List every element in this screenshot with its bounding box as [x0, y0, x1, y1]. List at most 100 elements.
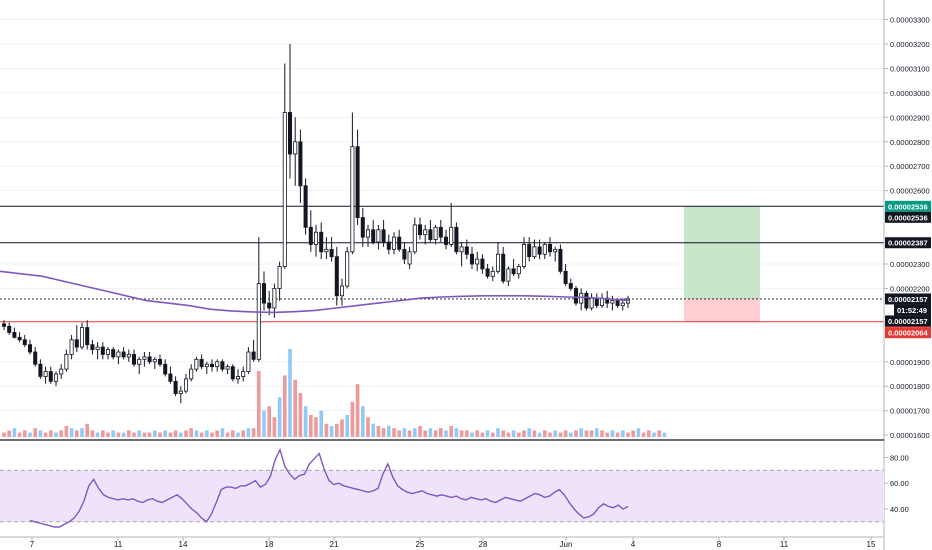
candle	[464, 239, 469, 260]
volume-bar	[475, 430, 480, 437]
volume-bar	[579, 428, 584, 437]
volume-bar	[7, 430, 12, 437]
volume-bar	[553, 430, 558, 437]
candle	[386, 234, 391, 255]
volume-bar	[350, 401, 355, 437]
volume-bar	[194, 430, 199, 437]
volume-bar	[303, 406, 308, 437]
time-axis-label: 21	[330, 540, 339, 549]
candle	[303, 178, 308, 235]
volume-bar	[610, 430, 615, 437]
volume-bar	[418, 426, 422, 437]
candle	[79, 322, 85, 350]
candle	[142, 352, 147, 367]
price-tag-secondary-value: 0.00002064	[888, 329, 928, 338]
volume-bar	[459, 430, 464, 437]
volume-bar	[324, 423, 329, 437]
horizontal-price-lines[interactable]	[0, 205, 884, 323]
price-axis-label: 0.00003200	[890, 40, 930, 49]
volume-bar	[542, 430, 547, 437]
price-tag-secondary: 0.00002064	[885, 327, 931, 339]
volume-bar	[501, 430, 506, 437]
candle	[22, 334, 27, 348]
long-position-tool[interactable]	[684, 206, 760, 322]
candle	[293, 117, 298, 186]
candle	[235, 369, 241, 384]
candle	[573, 286, 579, 306]
volume-bar	[397, 430, 402, 437]
profit-zone[interactable]	[684, 206, 760, 299]
volume-bar	[574, 430, 578, 437]
rsi-pane[interactable]: 80.00 60.00 40.00	[0, 447, 909, 528]
candle	[230, 364, 235, 382]
volume-bar	[215, 430, 220, 437]
candle	[360, 207, 365, 247]
volume-bar	[95, 432, 100, 437]
price-tag-value: 0.00002157	[888, 295, 928, 304]
candle	[490, 266, 495, 282]
volume-bar	[511, 430, 516, 437]
price-axis-label: 0.00002200	[890, 284, 930, 293]
volume-bar	[568, 432, 573, 437]
candle	[345, 246, 350, 289]
volume-bar	[423, 430, 428, 437]
volume-bar	[381, 428, 386, 437]
candle	[116, 349, 121, 365]
candle	[131, 349, 137, 367]
volume-bar	[272, 417, 277, 437]
volume-bar	[288, 349, 292, 437]
volume-bar	[366, 417, 370, 437]
candle	[183, 374, 189, 394]
candle	[168, 366, 173, 384]
volume-bar	[246, 428, 251, 437]
volume-bar	[220, 428, 225, 437]
candle	[527, 237, 532, 262]
candle	[121, 347, 126, 360]
candle	[579, 288, 584, 311]
volume-bar	[496, 428, 500, 437]
volume-bar	[111, 430, 116, 437]
price-axis-label: 0.00002700	[890, 162, 930, 171]
price-axis[interactable]: 0.00003300 0.00003200 0.00003100 0.00003000…	[883, 0, 931, 550]
volume-bar	[444, 430, 448, 437]
candle	[147, 352, 152, 365]
candle	[495, 242, 501, 274]
price-axis-label: 0.00003000	[890, 89, 930, 98]
volume-bar	[412, 428, 417, 437]
candle	[480, 254, 485, 274]
volume-bar	[428, 428, 433, 437]
candle	[313, 224, 319, 257]
volume-bar	[262, 410, 266, 437]
candle	[126, 349, 131, 362]
candle	[547, 237, 553, 257]
volume-bar	[464, 430, 469, 437]
volume-bar	[12, 428, 17, 437]
candle	[261, 271, 267, 311]
volume-bar	[230, 430, 235, 437]
volume-bar	[132, 432, 136, 437]
candle	[501, 246, 506, 284]
price-tag-value: 0.00002387	[888, 239, 928, 248]
time-axis-label: 18	[265, 540, 274, 549]
volume-bar	[163, 430, 168, 437]
volume-bar	[454, 428, 459, 437]
volume-bar	[345, 415, 350, 437]
volume-bar	[225, 432, 230, 437]
volume-bar	[210, 432, 214, 437]
price-axis-label: 0.00002800	[890, 138, 930, 147]
candle	[339, 278, 345, 306]
candle	[397, 229, 402, 252]
candle	[12, 327, 17, 339]
candle	[568, 278, 573, 291]
volume-bar	[298, 393, 303, 437]
volume-bar	[69, 428, 74, 437]
candle	[209, 359, 215, 372]
price-pane[interactable]	[0, 0, 884, 440]
time-axis[interactable]: 7 11 14 18 21 25 28 Jun 4 8 11 15	[0, 536, 884, 549]
price-tags: 0.00002536 0.00002536 0.00002387 0.00002157…	[885, 200, 931, 339]
loss-zone[interactable]	[684, 298, 760, 322]
candle	[246, 347, 251, 374]
volume-bar	[28, 432, 32, 437]
volume-bar	[100, 430, 105, 437]
